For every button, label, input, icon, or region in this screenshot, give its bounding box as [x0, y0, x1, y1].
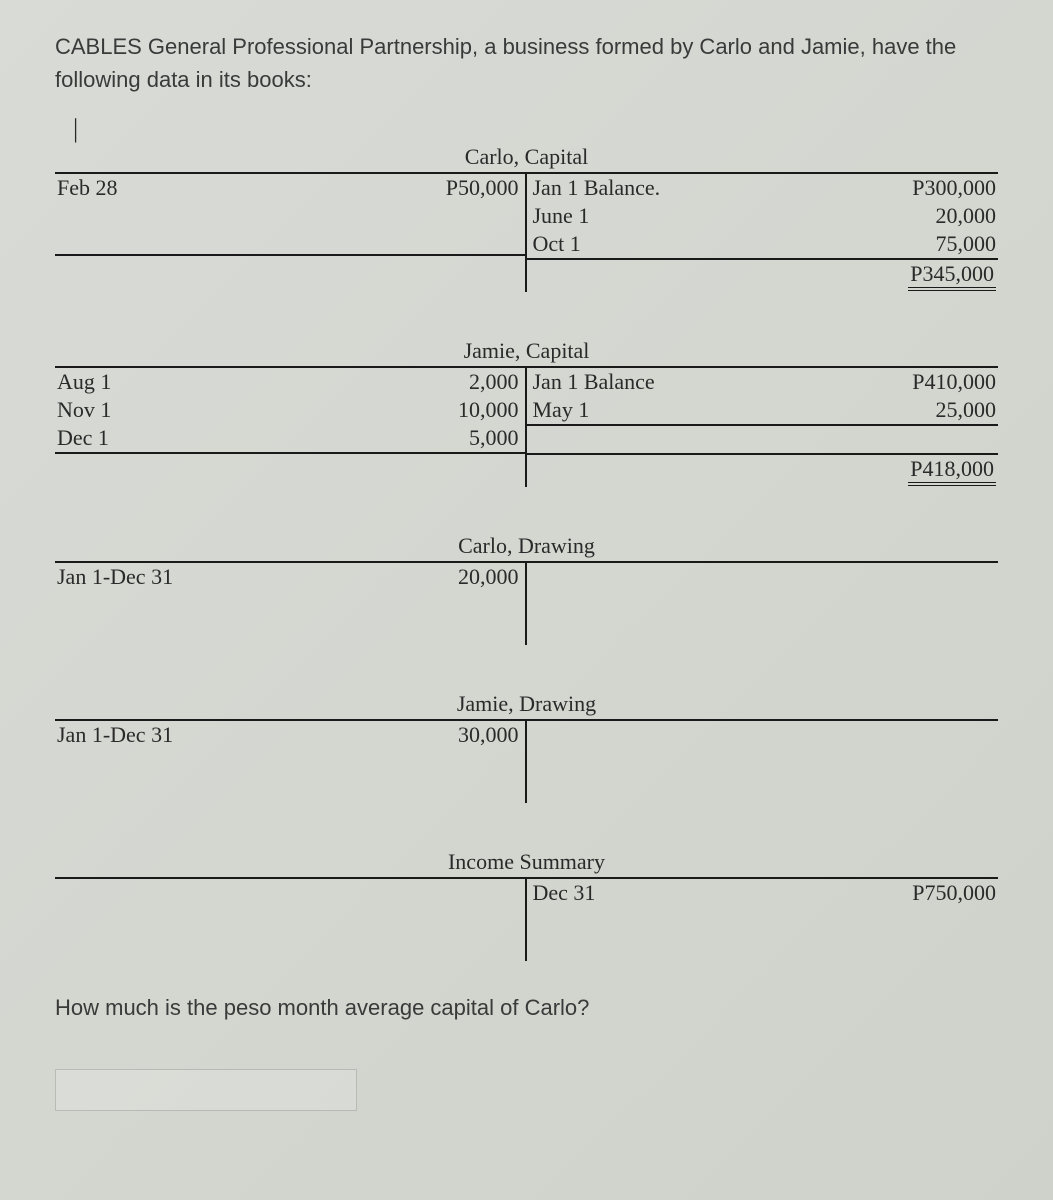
- credit-total: P345,000: [908, 261, 996, 291]
- debit-value: P50,000: [446, 175, 519, 201]
- debit-value: 20,000: [458, 564, 519, 590]
- debit-value: 10,000: [458, 397, 519, 423]
- account-title: Carlo, Drawing: [55, 533, 998, 563]
- account-title: Jamie, Capital: [55, 338, 998, 368]
- credit-row: Jan 1 Balance. P300,000: [527, 174, 999, 202]
- debit-label: Feb 28: [57, 175, 118, 201]
- credit-value: 20,000: [936, 203, 997, 229]
- debit-row: Aug 1 2,000: [55, 368, 525, 396]
- debit-row: Nov 1 10,000: [55, 396, 525, 424]
- debit-row: Dec 1 5,000: [55, 424, 525, 454]
- text-cursor: |: [73, 114, 998, 138]
- debit-value: 5,000: [469, 425, 519, 451]
- t-account-jamie-drawing: Jamie, Drawing Jan 1-Dec 31 30,000: [55, 691, 998, 803]
- credit-value: P300,000: [912, 175, 996, 201]
- credit-total-row: P418,000: [527, 453, 999, 487]
- debit-value: 30,000: [458, 722, 519, 748]
- credit-label: Jan 1 Balance: [533, 369, 655, 395]
- credit-row: May 1 25,000: [527, 396, 999, 424]
- credit-label: Dec 31: [533, 880, 596, 906]
- t-account-jamie-capital: Jamie, Capital Aug 1 2,000 Nov 1 10,000 …: [55, 338, 998, 487]
- debit-label: Jan 1-Dec 31: [57, 722, 173, 748]
- debit-label: Jan 1-Dec 31: [57, 564, 173, 590]
- debit-label: Nov 1: [57, 397, 111, 423]
- intro-text: CABLES General Professional Partnership,…: [55, 30, 998, 96]
- credit-row: Jan 1 Balance P410,000: [527, 368, 999, 396]
- debit-value: 2,000: [469, 369, 519, 395]
- debit-row: Feb 28 P50,000: [55, 174, 525, 202]
- credit-total-row: P345,000: [527, 258, 999, 292]
- question-text: How much is the peso month average capit…: [55, 995, 998, 1021]
- credit-label: Oct 1: [533, 231, 581, 257]
- debit-label: Dec 1: [57, 425, 109, 451]
- t-account-carlo-drawing: Carlo, Drawing Jan 1-Dec 31 20,000: [55, 533, 998, 645]
- account-title: Jamie, Drawing: [55, 691, 998, 721]
- credit-value: 75,000: [936, 231, 997, 257]
- credit-label: Jan 1 Balance.: [533, 175, 661, 201]
- credit-row: Dec 31 P750,000: [527, 879, 999, 907]
- credit-total: P418,000: [908, 456, 996, 486]
- debit-row: Jan 1-Dec 31 20,000: [55, 563, 525, 591]
- debit-row: Jan 1-Dec 31 30,000: [55, 721, 525, 749]
- credit-value: P410,000: [912, 369, 996, 395]
- t-account-income-summary: Income Summary Dec 31 P750,000: [55, 849, 998, 961]
- credit-row: June 1 20,000: [527, 202, 999, 230]
- credit-value: 25,000: [936, 397, 997, 423]
- credit-label: May 1: [533, 397, 590, 423]
- t-account-carlo-capital: Carlo, Capital Feb 28 P50,000 Jan 1 Bala…: [55, 144, 998, 292]
- debit-label: Aug 1: [57, 369, 111, 395]
- debit-close: [55, 229, 525, 256]
- answer-input[interactable]: [55, 1069, 357, 1111]
- account-title: Income Summary: [55, 849, 998, 879]
- credit-row: Oct 1 75,000: [527, 230, 999, 258]
- credit-label: June 1: [533, 203, 590, 229]
- account-title: Carlo, Capital: [55, 144, 998, 174]
- credit-value: P750,000: [912, 880, 996, 906]
